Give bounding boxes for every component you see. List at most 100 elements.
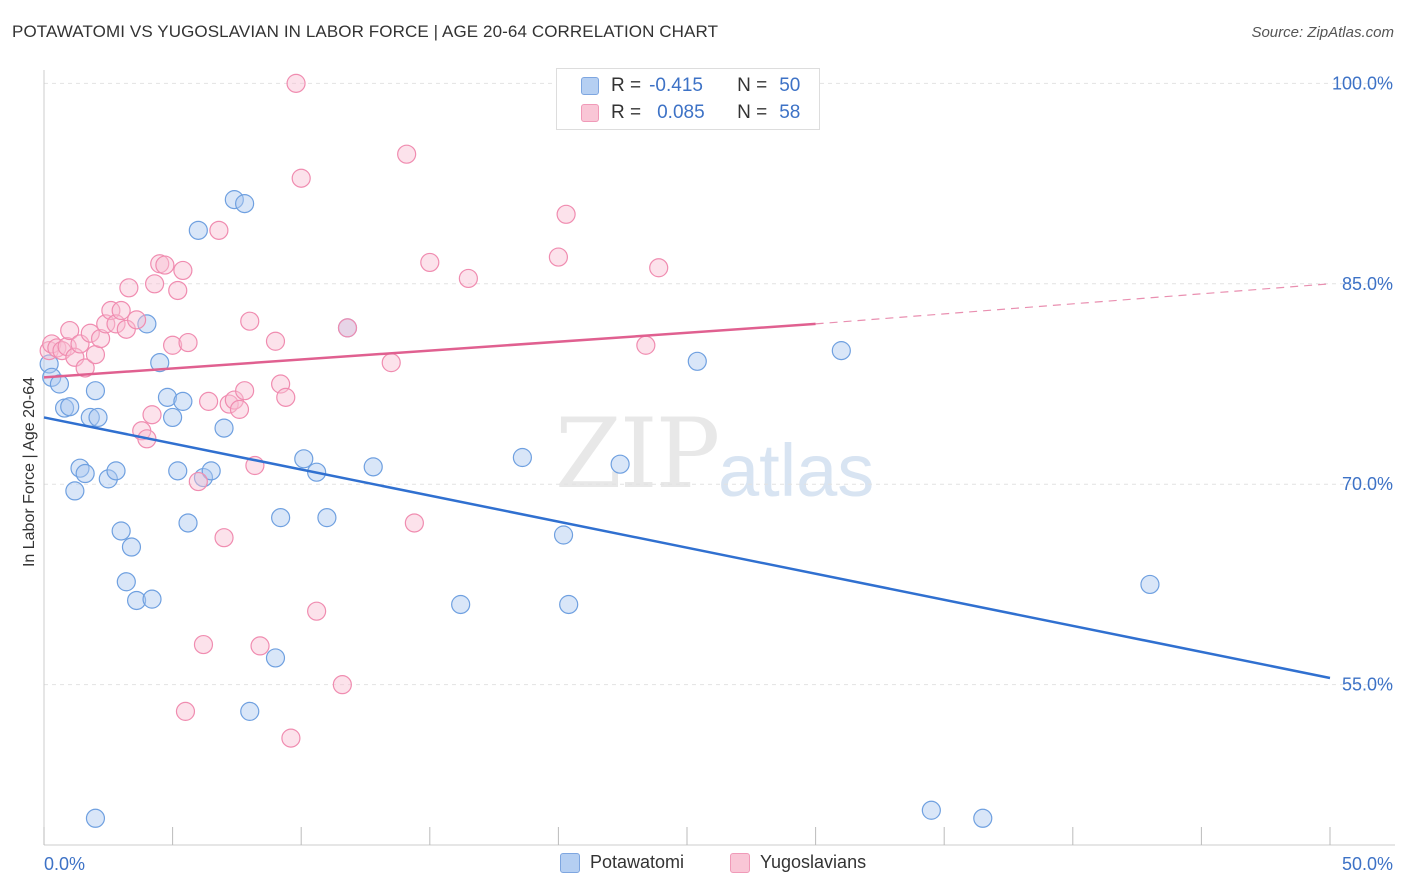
yugoslavian-point: [155, 255, 175, 275]
potawatomi-point: [111, 521, 131, 541]
potawatomi-point: [142, 589, 162, 609]
watermark-atlas: atlas: [718, 429, 875, 512]
yugoslavian-point: [229, 399, 250, 419]
potawatomi-point: [163, 407, 183, 428]
yugoslavian-trend-line: [43, 322, 816, 379]
potawatomi-point: [106, 461, 126, 481]
potawatomi-point: [687, 351, 707, 371]
potawatomi-point: [116, 572, 136, 592]
x-tick-label: 50.0%: [1342, 854, 1393, 874]
yugoslavian-point: [307, 601, 327, 621]
yugoslavian-point: [381, 353, 401, 373]
legend-r-label: R =: [611, 102, 642, 123]
legend-swatch-potawatomi: [581, 77, 599, 95]
potawatomi-point: [126, 590, 147, 611]
potawatomi-point: [168, 461, 188, 481]
watermark-zip: ZIP: [555, 398, 720, 510]
yugoslavian-point: [111, 300, 131, 321]
series-legend: Potawatomi Yugoslavians: [0, 852, 1406, 876]
potawatomi-point: [85, 808, 106, 828]
yugoslavian-point: [80, 323, 100, 343]
legend-row-yugoslavians: R = 0.085 N = 58: [581, 101, 800, 125]
potawatomi-point: [1140, 574, 1160, 595]
potawatomi-point: [973, 808, 993, 828]
legend-item-potawatomi[interactable]: Potawatomi: [560, 852, 684, 873]
yugoslavian-point: [75, 358, 95, 378]
yugoslavian-point: [142, 405, 162, 425]
legend-label-yugoslavians: Yugoslavians: [760, 852, 867, 872]
legend-swatch-yugoslavians: [730, 852, 750, 873]
potawatomi-point: [553, 525, 574, 545]
legend-swatch-yugoslavians: [581, 104, 599, 122]
potawatomi-point: [60, 397, 80, 417]
legend-swatch-potawatomi: [560, 852, 580, 873]
yugoslavian-point: [548, 247, 569, 267]
yugoslavian-trend-extension: [815, 283, 1331, 325]
y-tick-label: 100.0%: [1332, 73, 1393, 93]
yugoslavian-point: [420, 252, 440, 273]
y-tick-label: 55.0%: [1342, 675, 1393, 695]
yugoslavian-point: [286, 73, 306, 93]
legend-n-value: 58: [779, 102, 801, 123]
potawatomi-point: [173, 391, 193, 411]
legend-n-label: N =: [737, 102, 768, 123]
yugoslavian-point: [144, 274, 165, 294]
yugoslavian-point: [214, 528, 234, 548]
yugoslavian-point: [556, 204, 576, 224]
legend-n-value: 50: [779, 75, 801, 96]
potawatomi-point: [150, 353, 170, 373]
potawatomi-point: [88, 407, 108, 428]
legend-r-label: R =: [611, 75, 642, 96]
yugoslavian-point: [397, 144, 417, 164]
potawatomi-point: [451, 594, 471, 615]
yugoslavian-point: [199, 391, 219, 411]
yugoslavian-point: [291, 168, 311, 188]
yugoslavian-point: [337, 318, 358, 338]
potawatomi-point: [271, 508, 291, 528]
yugoslavian-point: [85, 345, 106, 365]
yugoslavian-point: [90, 328, 111, 349]
potawatomi-point: [137, 314, 157, 334]
x-tick-label: 0.0%: [44, 854, 85, 874]
legend-r-value: 0.085: [657, 102, 705, 123]
yugoslavian-point: [193, 634, 214, 655]
potawatomi-point: [294, 449, 314, 469]
yugoslavian-point: [119, 278, 139, 298]
yugoslavian-point: [281, 728, 301, 748]
potawatomi-point: [363, 457, 383, 477]
yugoslavian-point: [458, 268, 478, 289]
potawatomi-point: [65, 481, 85, 501]
potawatomi-point: [98, 469, 118, 489]
yugoslavian-point: [60, 320, 80, 341]
yugoslavian-point: [649, 258, 669, 278]
yugoslavian-point: [332, 675, 352, 695]
potawatomi-trend-line: [43, 416, 1331, 680]
yugoslavian-point: [126, 310, 147, 330]
yugoslavian-point: [168, 280, 188, 301]
yugoslavian-point: [178, 332, 198, 353]
correlation-legend: R = -0.415 N = 50 R = 0.085 N = 58: [556, 68, 820, 130]
legend-r-value: -0.415: [649, 75, 703, 96]
potawatomi-point: [512, 447, 532, 468]
potawatomi-point: [157, 387, 178, 407]
legend-item-yugoslavians[interactable]: Yugoslavians: [730, 852, 866, 873]
yugoslavian-point: [250, 636, 270, 656]
yugoslavian-point: [636, 335, 656, 355]
yugoslavian-point: [173, 260, 193, 281]
yugoslavian-point: [265, 331, 286, 351]
potawatomi-point: [188, 220, 208, 240]
y-tick-label: 85.0%: [1342, 274, 1393, 294]
potawatomi-point: [831, 341, 851, 361]
potawatomi-point: [201, 461, 221, 481]
potawatomi-point: [121, 537, 142, 557]
potawatomi-point: [214, 418, 234, 438]
potawatomi-point: [224, 190, 244, 210]
yugoslavian-point: [47, 338, 67, 358]
yugoslavian-point: [175, 701, 196, 721]
yugoslavian-point: [235, 381, 255, 401]
potawatomi-point: [317, 508, 337, 528]
legend-label-potawatomi: Potawatomi: [590, 852, 685, 872]
source-note: Source: ZipAtlas.com: [1251, 24, 1394, 41]
potawatomi-point: [610, 454, 630, 474]
